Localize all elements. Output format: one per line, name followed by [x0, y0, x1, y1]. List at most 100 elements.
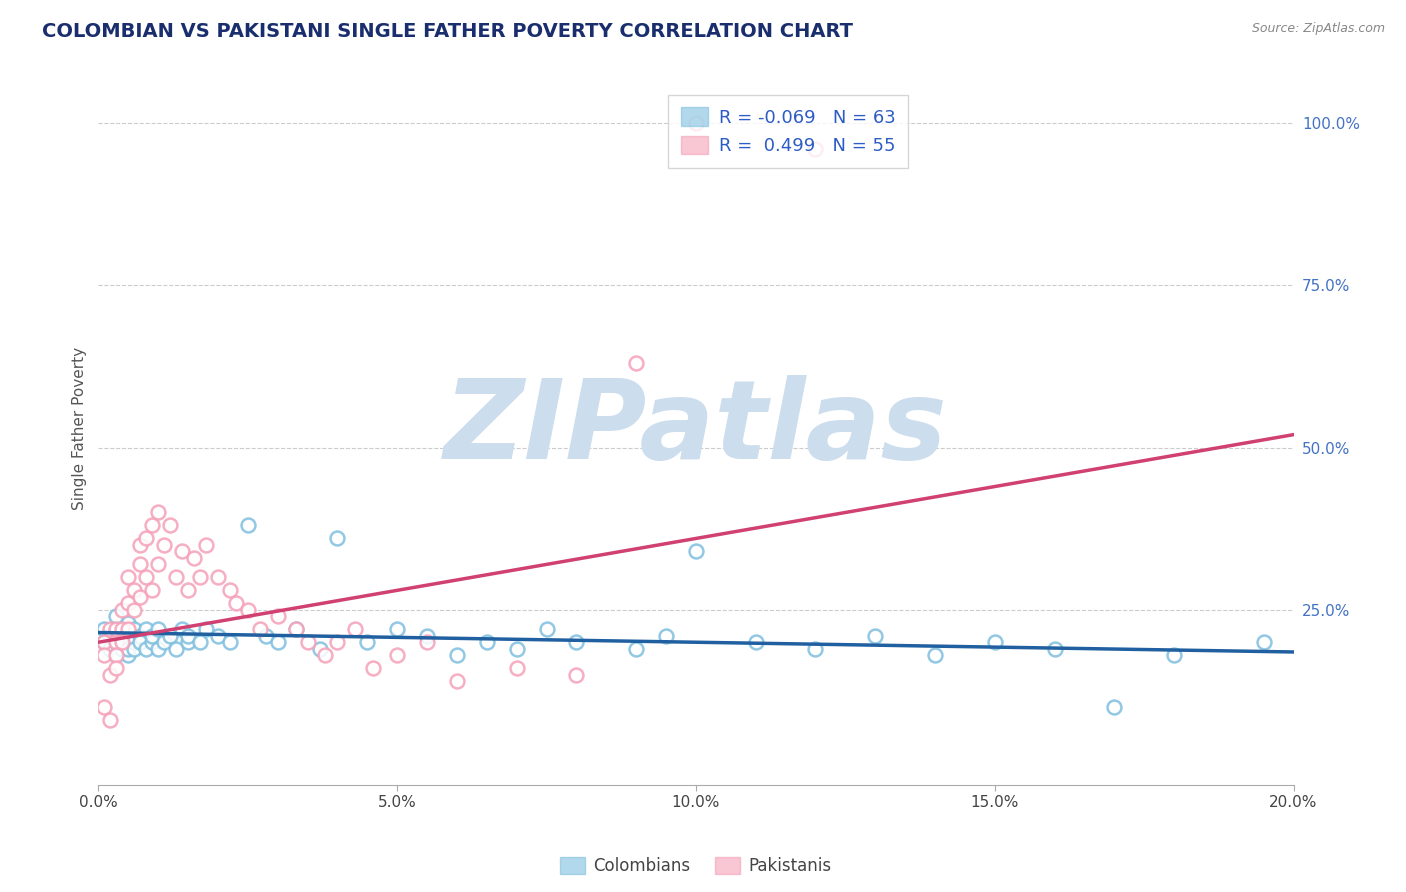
Point — [188, 635, 211, 649]
Point — [195, 622, 218, 636]
Text: COLOMBIAN VS PAKISTANI SINGLE FATHER POVERTY CORRELATION CHART: COLOMBIAN VS PAKISTANI SINGLE FATHER POV… — [42, 22, 853, 41]
Point — [105, 661, 128, 675]
Point — [236, 603, 259, 617]
Point — [93, 648, 115, 663]
Text: ZIPatlas: ZIPatlas — [444, 375, 948, 482]
Point — [1104, 700, 1126, 714]
Point — [267, 635, 290, 649]
Point — [254, 629, 277, 643]
Point — [124, 603, 146, 617]
Point — [308, 641, 330, 656]
Y-axis label: Single Father Poverty: Single Father Poverty — [72, 347, 87, 509]
Point — [165, 641, 187, 656]
Point — [105, 635, 128, 649]
Point — [326, 532, 349, 546]
Point — [124, 583, 146, 598]
Point — [165, 570, 187, 584]
Point — [117, 648, 139, 663]
Point — [626, 356, 648, 370]
Point — [804, 142, 827, 156]
Point — [111, 641, 134, 656]
Point — [117, 615, 139, 630]
Point — [225, 596, 247, 610]
Point — [284, 622, 307, 636]
Point — [111, 629, 134, 643]
Point — [135, 641, 157, 656]
Point — [315, 648, 337, 663]
Point — [685, 544, 707, 558]
Point — [506, 661, 529, 675]
Point — [655, 629, 678, 643]
Point — [153, 538, 176, 552]
Point — [153, 635, 176, 649]
Point — [219, 583, 242, 598]
Point — [129, 629, 152, 643]
Point — [141, 583, 163, 598]
Point — [135, 570, 157, 584]
Point — [124, 635, 146, 649]
Point — [98, 629, 122, 643]
Point — [363, 661, 385, 675]
Point — [385, 648, 409, 663]
Point — [195, 538, 218, 552]
Point — [865, 629, 887, 643]
Point — [105, 635, 128, 649]
Point — [207, 570, 229, 584]
Point — [148, 641, 170, 656]
Point — [183, 550, 205, 565]
Point — [93, 635, 115, 649]
Point — [177, 629, 200, 643]
Point — [105, 609, 128, 624]
Point — [177, 583, 200, 598]
Point — [93, 700, 115, 714]
Legend: Colombians, Pakistanis: Colombians, Pakistanis — [554, 850, 838, 882]
Point — [98, 713, 122, 727]
Point — [475, 635, 498, 649]
Point — [124, 622, 146, 636]
Point — [117, 641, 139, 656]
Point — [111, 635, 134, 649]
Point — [141, 629, 163, 643]
Point — [172, 622, 194, 636]
Point — [135, 622, 157, 636]
Point — [446, 674, 468, 689]
Point — [148, 506, 170, 520]
Point — [446, 648, 468, 663]
Point — [129, 538, 152, 552]
Point — [98, 622, 122, 636]
Point — [135, 532, 157, 546]
Point — [93, 635, 115, 649]
Point — [326, 635, 349, 649]
Point — [141, 518, 163, 533]
Text: Source: ZipAtlas.com: Source: ZipAtlas.com — [1251, 22, 1385, 36]
Point — [105, 648, 128, 663]
Point — [117, 596, 139, 610]
Point — [111, 622, 134, 636]
Point — [98, 641, 122, 656]
Point — [129, 558, 152, 572]
Point — [124, 641, 146, 656]
Point — [416, 635, 439, 649]
Point — [105, 622, 128, 636]
Point — [105, 648, 128, 663]
Point — [506, 641, 529, 656]
Point — [267, 609, 290, 624]
Point — [111, 603, 134, 617]
Point — [344, 622, 367, 636]
Point — [117, 622, 139, 636]
Point — [1163, 648, 1185, 663]
Point — [565, 667, 588, 681]
Point — [148, 622, 170, 636]
Point — [148, 558, 170, 572]
Point — [416, 629, 439, 643]
Point — [385, 622, 409, 636]
Point — [924, 648, 946, 663]
Point — [1043, 641, 1066, 656]
Point — [111, 622, 134, 636]
Point — [93, 622, 115, 636]
Point — [177, 635, 200, 649]
Point — [626, 641, 648, 656]
Point — [249, 622, 271, 636]
Point — [236, 518, 259, 533]
Point — [98, 667, 122, 681]
